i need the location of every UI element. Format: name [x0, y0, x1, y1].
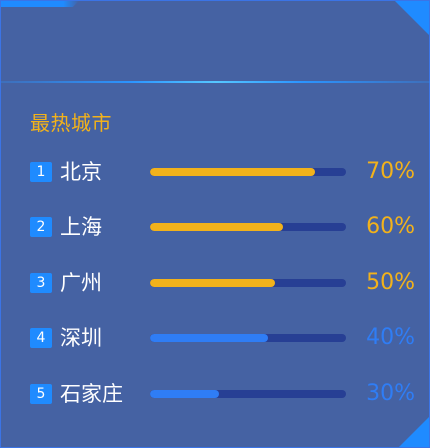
- progress-fill: [150, 334, 268, 342]
- rank-badge: 1: [30, 162, 52, 182]
- progress-fill: [150, 223, 284, 231]
- corner-decoration-top-left: [1, 1, 79, 7]
- city-name: 广州: [60, 271, 102, 295]
- rank-badge: 3: [30, 273, 52, 293]
- progress-track: [150, 168, 346, 176]
- city-name: 深圳: [60, 326, 102, 350]
- rank-badge: 4: [30, 328, 52, 348]
- city-row: 2 上海 60%: [30, 211, 420, 243]
- percent-label: 70%: [366, 159, 415, 184]
- city-name: 上海: [60, 215, 102, 239]
- percent-label: 60%: [366, 214, 415, 239]
- progress-fill: [150, 390, 219, 398]
- city-row: 1 北京 70%: [30, 156, 420, 188]
- progress-track: [150, 223, 346, 231]
- progress-fill: [150, 168, 315, 176]
- percent-label: 50%: [366, 270, 415, 295]
- progress-fill: [150, 279, 276, 287]
- rank-badge: 2: [30, 217, 52, 237]
- percent-label: 30%: [366, 381, 415, 406]
- city-row: 5 石家庄 30%: [30, 378, 420, 410]
- city-row: 4 深圳 40%: [30, 322, 420, 354]
- city-name: 石家庄: [60, 382, 123, 406]
- progress-track: [150, 390, 346, 398]
- city-row: 3 广州 50%: [30, 267, 420, 299]
- corner-decoration-top-right: [395, 1, 429, 35]
- city-name: 北京: [60, 160, 102, 184]
- progress-track: [150, 279, 346, 287]
- header-divider: [1, 81, 430, 83]
- corner-decoration-bottom-right: [399, 417, 429, 447]
- panel-title: 最热城市: [30, 111, 112, 135]
- rank-badge: 5: [30, 384, 52, 404]
- progress-track: [150, 334, 346, 342]
- percent-label: 40%: [366, 325, 415, 350]
